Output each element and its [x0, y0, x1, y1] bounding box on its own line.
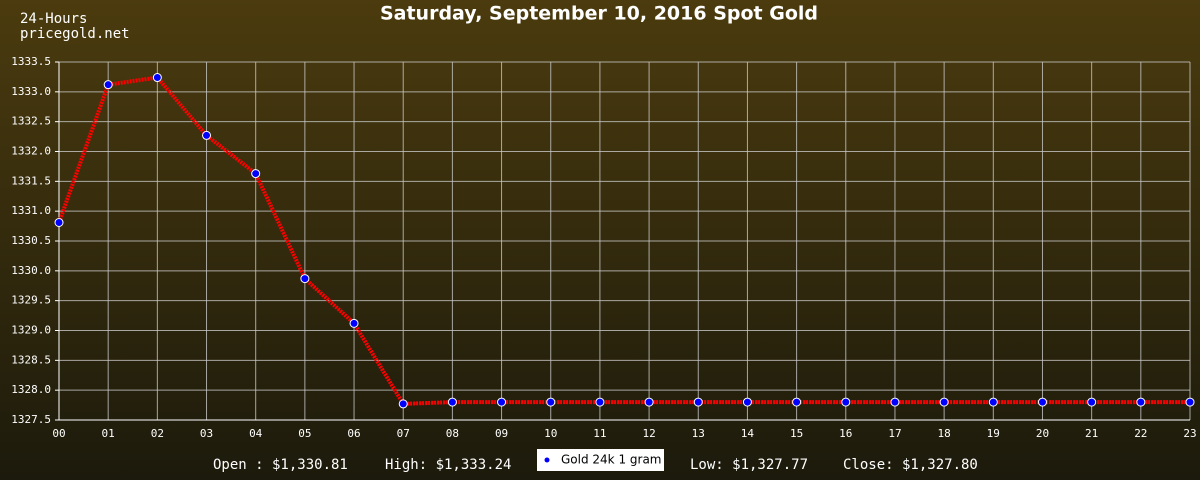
y-tick-label: 1330.5 [11, 234, 51, 247]
x-tick-label: 20 [1036, 427, 1049, 440]
data-point [890, 397, 900, 407]
x-tick-label: 07 [397, 427, 410, 440]
data-point [54, 218, 64, 228]
x-tick-label: 16 [839, 427, 852, 440]
y-tick-label: 1329.0 [11, 324, 51, 337]
data-point [202, 130, 212, 140]
summary-stat: Close: $1,327.80 [843, 457, 978, 473]
y-tick-label: 1332.0 [11, 145, 51, 158]
data-point [300, 274, 310, 284]
data-point [497, 397, 507, 407]
x-tick-label: 14 [741, 427, 755, 440]
x-tick-label: 03 [200, 427, 213, 440]
data-point [742, 397, 752, 407]
summary-stat: Open : $1,330.81 [213, 457, 348, 473]
data-point [103, 80, 113, 90]
x-tick-label: 10 [544, 427, 557, 440]
legend-marker [544, 457, 550, 463]
x-tick-label: 02 [151, 427, 164, 440]
legend-label: Gold 24k 1 gram [561, 453, 661, 467]
summary-stat: Low: $1,327.77 [690, 457, 808, 473]
y-tick-label: 1332.5 [11, 115, 51, 128]
x-tick-label: 04 [249, 427, 263, 440]
data-point [792, 397, 802, 407]
corner-text: 24-Hours [20, 11, 87, 27]
x-tick-label: 22 [1134, 427, 1147, 440]
data-point [1037, 397, 1047, 407]
x-tick-label: 06 [347, 427, 360, 440]
x-tick-label: 19 [987, 427, 1000, 440]
x-tick-label: 01 [102, 427, 115, 440]
x-tick-label: 09 [495, 427, 508, 440]
data-point [152, 73, 162, 83]
data-point [595, 397, 605, 407]
x-tick-label: 12 [642, 427, 655, 440]
x-tick-label: 13 [692, 427, 705, 440]
y-tick-label: 1333.0 [11, 85, 51, 98]
data-point [447, 397, 457, 407]
legend-box [537, 449, 664, 471]
data-point [841, 397, 851, 407]
y-tick-label: 1329.5 [11, 294, 51, 307]
y-tick-label: 1331.0 [11, 204, 51, 217]
data-point [988, 397, 998, 407]
x-tick-label: 00 [52, 427, 65, 440]
y-tick-label: 1331.5 [11, 174, 51, 187]
data-point [644, 397, 654, 407]
x-tick-label: 11 [593, 427, 606, 440]
data-point [251, 169, 261, 179]
y-tick-label: 1333.5 [11, 55, 51, 68]
data-point [1185, 397, 1195, 407]
data-point [939, 397, 949, 407]
corner-text: pricegold.net [20, 26, 130, 42]
x-tick-label: 08 [446, 427, 459, 440]
data-point [546, 397, 556, 407]
y-tick-label: 1327.5 [11, 413, 51, 426]
data-point [1136, 397, 1146, 407]
x-tick-label: 17 [888, 427, 901, 440]
data-point [349, 318, 359, 328]
data-point [398, 399, 408, 409]
x-tick-label: 21 [1085, 427, 1098, 440]
data-point [693, 397, 703, 407]
y-tick-label: 1328.0 [11, 383, 51, 396]
x-tick-label: 18 [938, 427, 951, 440]
price-line [57, 75, 1190, 406]
y-tick-label: 1330.0 [11, 264, 51, 277]
x-tick-label: 15 [790, 427, 803, 440]
y-tick-label: 1328.5 [11, 353, 51, 366]
data-point [1087, 397, 1097, 407]
x-tick-label: 05 [298, 427, 311, 440]
x-tick-label: 23 [1183, 427, 1196, 440]
summary-stat: High: $1,333.24 [385, 457, 511, 473]
chart-title: Saturday, September 10, 2016 Spot Gold [380, 3, 818, 25]
